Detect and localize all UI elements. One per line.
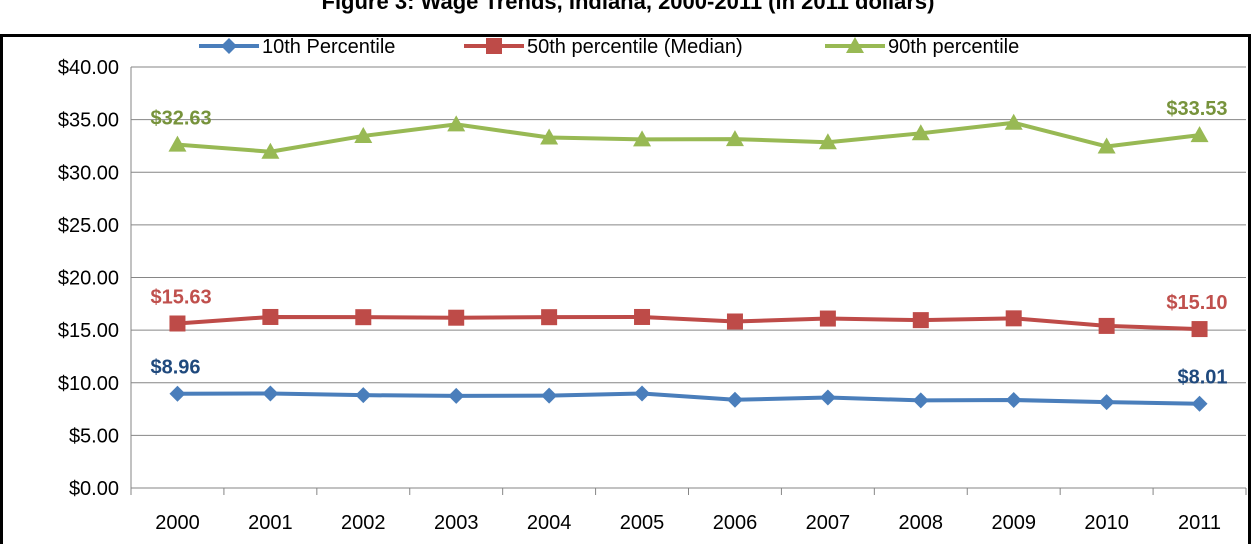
x-tick-label: 2001 [248, 512, 293, 534]
legend-label: 50th percentile (Median) [527, 36, 743, 58]
data-point [1191, 321, 1208, 338]
y-tick-label: $15.00 [58, 320, 119, 342]
data-label: $15.10 [1166, 292, 1227, 314]
chart-title-strip: Figure 3: Wage Trends, Indiana, 2000-201… [0, 0, 1256, 34]
data-point [1005, 392, 1022, 409]
series-line-1 [177, 314, 1200, 332]
data-point [540, 128, 559, 145]
data-label: $8.96 [150, 357, 200, 379]
data-point [1097, 137, 1116, 154]
x-tick-label: 2003 [434, 512, 479, 534]
data-point [354, 126, 373, 143]
x-tick-label: 2007 [806, 512, 851, 534]
x-tick-label: 2005 [620, 512, 665, 534]
legend-marker [221, 38, 237, 54]
x-tick-label: 2002 [341, 512, 386, 534]
legend-label: 10th Percentile [262, 36, 395, 58]
data-point [1098, 317, 1115, 334]
legend-label: 90th percentile [888, 36, 1019, 58]
data-label: $32.63 [150, 108, 211, 130]
data-point [541, 387, 558, 404]
data-point [448, 387, 465, 404]
data-point [1005, 310, 1022, 327]
data-point [634, 308, 651, 325]
data-point [355, 387, 372, 404]
data-label: $8.01 [1177, 367, 1227, 389]
data-point [1004, 113, 1023, 130]
y-tick-label: $25.00 [58, 215, 119, 237]
data-point [726, 313, 743, 330]
data-point [168, 135, 187, 152]
data-point [819, 389, 836, 406]
data-point [912, 312, 929, 329]
data-point [1098, 394, 1115, 411]
data-point [633, 130, 652, 147]
data-point [911, 124, 930, 141]
data-point [818, 133, 837, 150]
series-line-2 [177, 120, 1200, 154]
data-label: $33.53 [1166, 98, 1227, 120]
data-point [819, 310, 836, 327]
x-tick-label: 2009 [991, 512, 1036, 534]
y-tick-label: $30.00 [58, 162, 119, 184]
y-tick-label: $20.00 [58, 268, 119, 290]
legend-marker [846, 37, 864, 53]
data-point [726, 391, 743, 408]
data-point [725, 130, 744, 147]
data-point [1191, 395, 1208, 412]
y-tick-label: $5.00 [69, 425, 119, 447]
y-tick-label: $35.00 [58, 110, 119, 132]
x-tick-label: 2000 [155, 512, 200, 534]
chart-frame [0, 34, 1251, 544]
y-tick-label: $0.00 [69, 478, 119, 500]
y-tick-label: $40.00 [58, 57, 119, 79]
x-tick-label: 2004 [527, 512, 572, 534]
data-point [541, 309, 558, 326]
data-point [261, 142, 280, 159]
data-label: $15.63 [150, 286, 211, 308]
data-point [262, 308, 279, 325]
data-point [448, 309, 465, 326]
data-point [447, 115, 466, 132]
y-tick-label: $10.00 [58, 373, 119, 395]
x-tick-label: 2010 [1084, 512, 1129, 534]
data-point [634, 385, 651, 402]
series-line-0 [177, 391, 1200, 406]
data-point [169, 385, 186, 402]
x-tick-label: 2006 [713, 512, 758, 534]
chart-title: Figure 3: Wage Trends, Indiana, 2000-201… [321, 0, 935, 14]
data-point [355, 309, 372, 326]
data-point [1190, 126, 1209, 143]
x-tick-label: 2008 [899, 512, 944, 534]
data-point [169, 315, 186, 332]
data-point [912, 392, 929, 409]
x-tick-label: 2011 [1178, 512, 1221, 534]
legend-marker [486, 38, 502, 54]
data-point [262, 385, 279, 402]
